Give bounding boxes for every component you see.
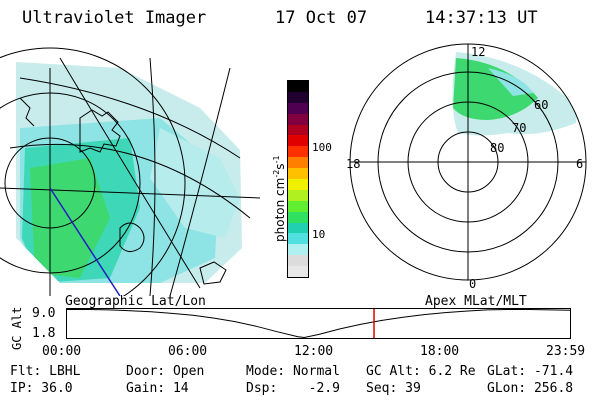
status-flt: Flt: LBHL: [10, 364, 81, 379]
mlt-label-12: 12: [471, 45, 485, 59]
geographic-image: [0, 47, 260, 296]
altitude-plot: [66, 308, 571, 339]
colorbar-segment: [288, 222, 308, 234]
colorbar-segment: [288, 266, 308, 277]
time-label: 14:37:13 UT: [425, 8, 538, 28]
altitude-curve: [67, 309, 571, 339]
colorbar-unit-label: photon cm-2s-1: [272, 155, 287, 242]
xtick-18: 18:00: [420, 344, 460, 359]
xtick-2359: 23:59: [546, 344, 586, 359]
mlat-label-70: 70: [512, 121, 526, 135]
mlat-label-80: 80: [490, 141, 504, 155]
mlt-label-6: 6: [576, 157, 583, 171]
colorbar-segment: [288, 168, 308, 179]
status-ip: IP: 36.0: [10, 381, 73, 396]
colorbar-tick-100: 100: [312, 141, 332, 154]
colorbar-segment: [288, 189, 308, 201]
instrument-title: Ultraviolet Imager: [22, 8, 207, 28]
status-seq: Seq: 39: [366, 381, 421, 396]
altitude-ytick-1.8: 1.8: [32, 326, 56, 341]
status-dsp: Dsp: -2.9: [246, 381, 340, 396]
xtick-06: 06:00: [168, 344, 208, 359]
status-glat: GLat: -71.4: [487, 364, 574, 379]
colorbar-segment: [288, 102, 308, 114]
colorbar-segment: [288, 113, 308, 125]
status-gain: Gain: 14: [126, 381, 189, 396]
colorbar-segment: [288, 233, 308, 245]
altitude-ytick-9: 9.0: [32, 306, 56, 321]
colorbar-segment: [288, 244, 308, 256]
apex-label: Apex MLat/MLT: [425, 294, 527, 309]
altitude-plot-frame: [66, 308, 571, 339]
colorbar-segment: [288, 146, 308, 158]
altitude-ylabel: GC Alt: [10, 306, 24, 350]
date-label: 17 Oct 07: [275, 8, 368, 28]
mlt-label-18: 18: [346, 157, 360, 171]
geographic-label: Geographic Lat/Lon: [65, 294, 206, 309]
colorbar-segment: [288, 255, 308, 267]
polar-plot: 12 18 6 0 60 70 80: [346, 43, 587, 291]
colorbar: [287, 80, 309, 278]
status-door: Door: Open: [126, 364, 205, 379]
colorbar-segment: [288, 157, 308, 169]
xtick-12: 12:00: [294, 344, 334, 359]
mlt-label-0: 0: [469, 277, 476, 291]
xtick-00: 00:00: [42, 344, 82, 359]
status-glon: GLon: 256.8: [487, 381, 574, 396]
colorbar-segment: [288, 211, 308, 223]
colorbar-tick-10: 10: [312, 228, 326, 241]
colorbar-segment: [288, 91, 308, 103]
mlat-label-60: 60: [534, 98, 548, 112]
colorbar-segment: [288, 135, 308, 147]
status-gcalt: GC Alt: 6.2 Re: [366, 364, 476, 379]
colorbar-segment: [288, 80, 308, 92]
colorbar-segment: [288, 124, 308, 136]
colorbar-segment: [288, 178, 308, 190]
status-mode: Mode: Normal: [246, 364, 340, 379]
colorbar-segment: [288, 200, 308, 212]
